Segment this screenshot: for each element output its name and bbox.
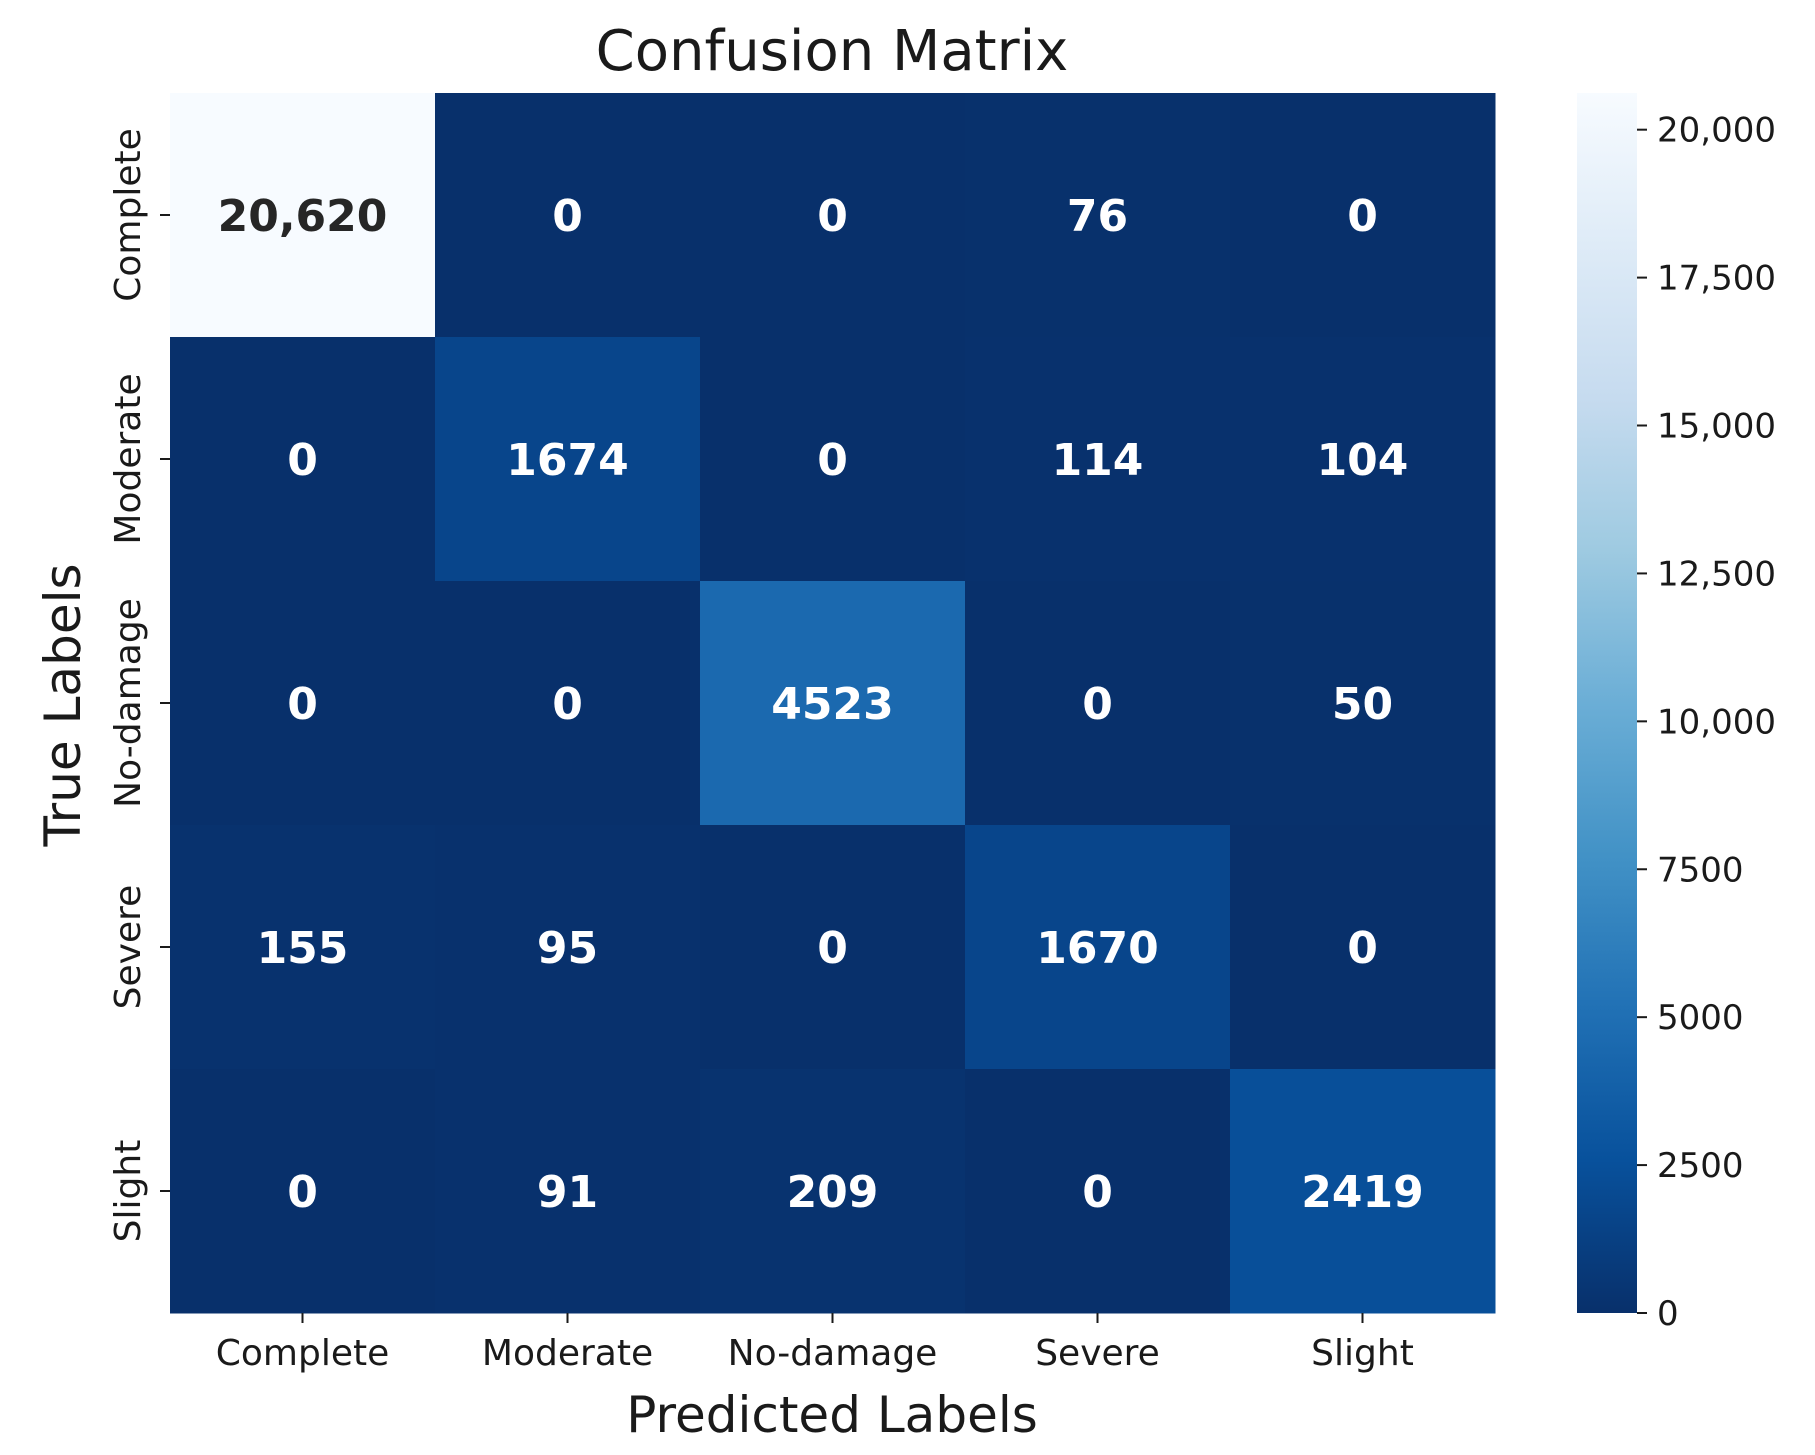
heatmap-cell [965,337,1231,582]
cell-value-label: 50 [1332,679,1393,730]
heatmap-cell [435,581,701,826]
colorbar-tick-label: 20,000 [1657,111,1776,151]
colorbar-tick-label: 10,000 [1657,702,1776,742]
cell-value-label: 91 [537,1167,598,1218]
y-tick-label: Complete [108,128,149,302]
cell-value-label: 0 [287,435,318,486]
chart-title: Confusion Matrix [596,19,1069,84]
heatmap-cell [700,1069,966,1314]
heatmap-cell [700,825,966,1070]
heatmap-cell [965,581,1231,826]
cell-value-label: 76 [1067,191,1128,242]
colorbar-tick-label: 5000 [1657,998,1744,1038]
colorbar-tick-label: 17,500 [1657,259,1776,299]
heatmap-cell [435,337,701,582]
cell-value-label: 0 [287,679,318,730]
cell-value-label: 0 [817,435,848,486]
colorbar-ticks: 0 2500 5000 7500 10,000 12,500 15,000 17,500 20,… [1637,111,1776,1334]
y-axis-ticks: Complete Moderate No-damage Severe Slight [108,128,170,1242]
cell-value-label: 0 [552,191,583,242]
cell-value-label: 0 [817,191,848,242]
cell-value-label: 0 [817,923,848,974]
cell-value-label: 209 [787,1167,879,1218]
colorbar [1577,93,1637,1313]
y-axis-title: True Labels [34,563,92,847]
heatmap-cell [170,581,436,826]
heatmap-cell [1230,337,1496,582]
x-axis-title: Predicted Labels [626,1386,1038,1444]
y-tick-label: Severe [108,885,149,1010]
colorbar-tick-label: 2500 [1657,1146,1744,1186]
heatmap-cell [1230,581,1496,826]
heatmap-cell [435,93,701,338]
heatmap-cell [170,825,436,1070]
cell-value-label: 0 [1082,679,1113,730]
x-tick-label: No-damage [728,1333,938,1374]
heatmap-cells: 20,620 0 0 76 0 0 1674 0 114 104 0 0 4523 0 50 155 95 0 16… [170,93,1496,1314]
cell-value-label: 0 [552,679,583,730]
heatmap-cell [435,1069,701,1314]
heatmap-cell [435,825,701,1070]
heatmap-cell [170,337,436,582]
y-tick-label: Moderate [108,373,149,544]
heatmap-cell [700,337,966,582]
cell-value-label: 104 [1317,435,1409,486]
colorbar-tick-label: 7500 [1657,850,1744,890]
heatmap-cell [700,93,966,338]
cell-value-label: 114 [1052,435,1144,486]
cell-value-label: 0 [287,1167,318,1218]
cell-value-label: 20,620 [218,191,388,242]
heatmap-cell [965,1069,1231,1314]
heatmap-cell [170,1069,436,1314]
cell-value-label: 155 [257,923,349,974]
heatmap-cell [170,93,436,338]
cell-value-label: 0 [1347,191,1378,242]
colorbar-tick-label: 0 [1657,1294,1679,1334]
heatmap-cell [1230,93,1496,338]
cell-value-label: 4523 [771,679,893,730]
x-tick-label: Complete [216,1333,390,1374]
cell-value-label: 95 [537,923,598,974]
heatmap-cell [1230,1069,1496,1314]
cell-value-label: 1674 [506,435,628,486]
x-tick-label: Severe [1035,1333,1160,1374]
colorbar-tick-label: 12,500 [1657,554,1776,594]
heatmap-cell [965,93,1231,338]
cell-value-label: 1670 [1036,923,1158,974]
colorbar-tick-label: 15,000 [1657,407,1776,447]
x-axis-ticks: Complete Moderate No-damage Severe Slight [216,1313,1414,1374]
x-tick-label: Slight [1311,1333,1414,1374]
heatmap-cell [965,825,1231,1070]
heatmap-cell [700,581,966,826]
cell-value-label: 0 [1347,923,1378,974]
heatmap-cell [1230,825,1496,1070]
y-tick-label: Slight [108,1140,149,1243]
x-tick-label: Moderate [482,1333,653,1374]
cell-value-label: 0 [1082,1167,1113,1218]
y-tick-label: No-damage [108,598,149,808]
cell-value-label: 2419 [1301,1167,1423,1218]
